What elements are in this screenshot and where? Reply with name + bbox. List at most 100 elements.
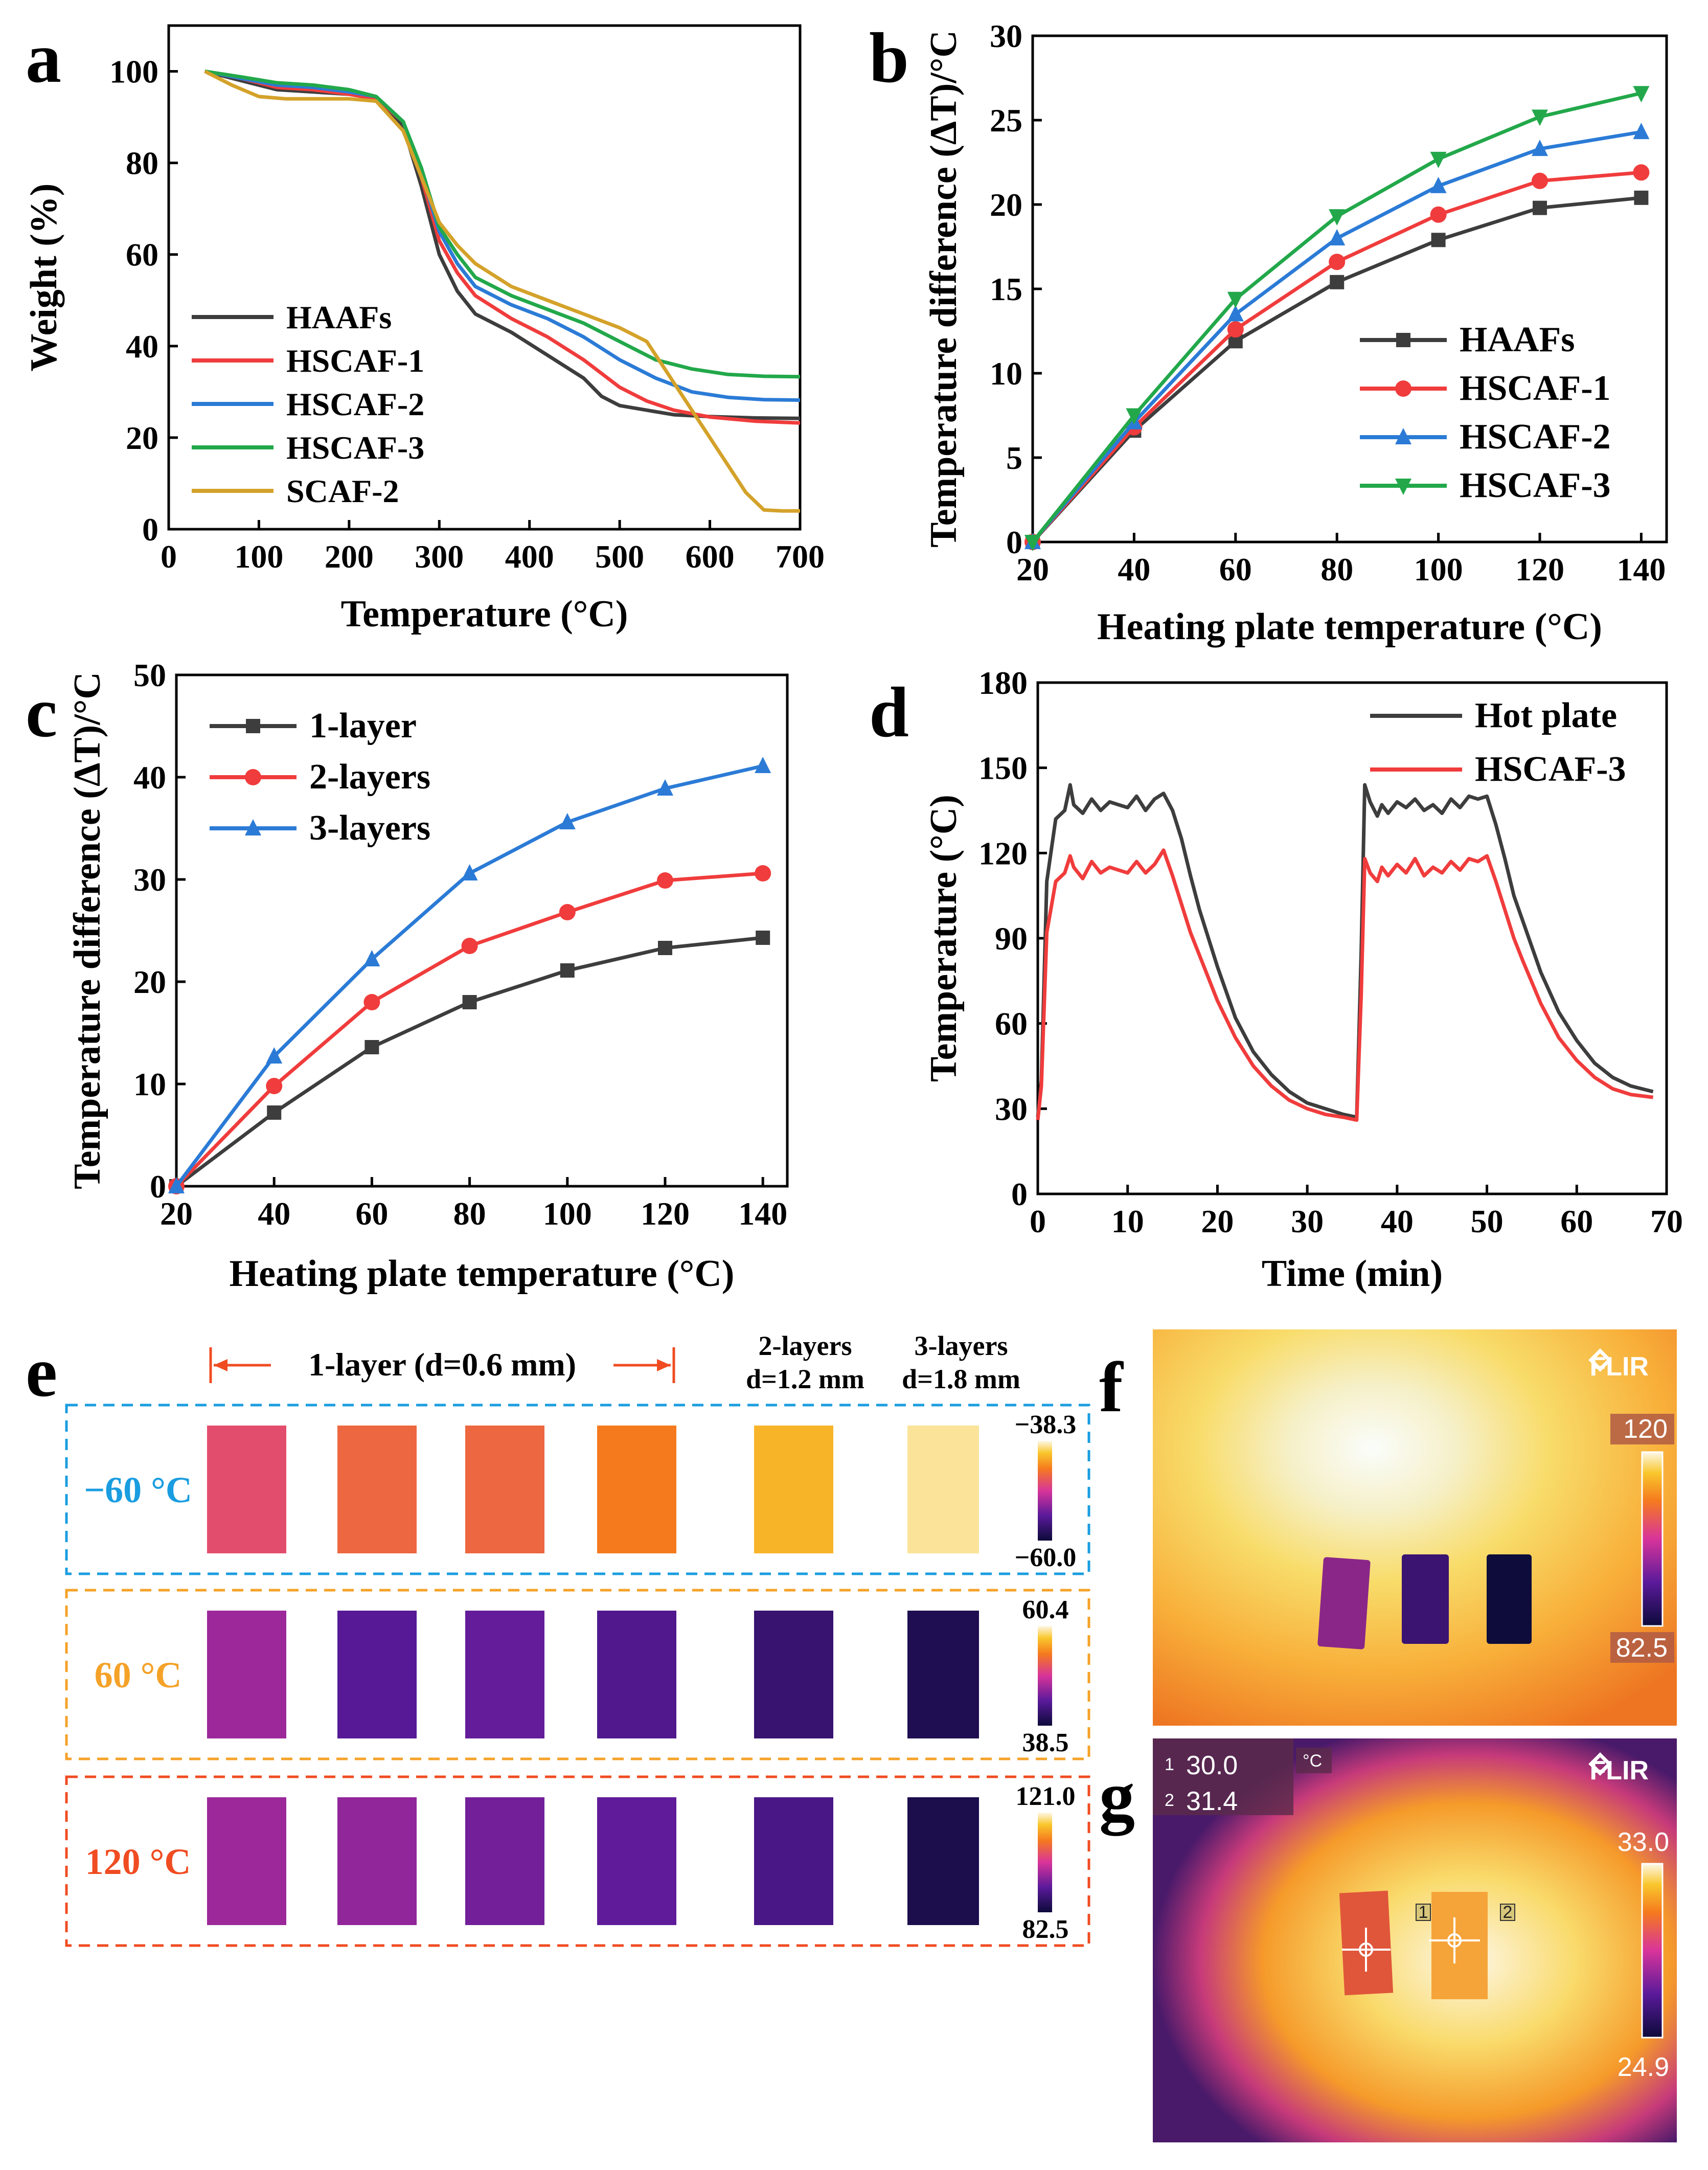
x-tick-label: 400	[505, 538, 554, 575]
e-colorbar-max: −38.3	[1015, 1410, 1077, 1439]
x-tick-label: 120	[641, 1195, 690, 1232]
e-sample-image	[207, 1797, 286, 1925]
data-point-3-layers	[168, 1177, 185, 1193]
flir-g-min: 24.9	[1618, 2052, 1669, 2082]
x-tick-label: 80	[453, 1195, 486, 1232]
y-axis-title: Weight (%)	[23, 184, 65, 372]
y-tick-label: 180	[978, 665, 1028, 701]
x-tick-label: 120	[1515, 551, 1564, 587]
flir-g-spot1-badge-label: 1	[1419, 1903, 1428, 1922]
data-point-HAAFs	[1431, 233, 1446, 247]
data-point-1-layer	[462, 995, 477, 1009]
x-tick-label: 300	[415, 538, 464, 575]
panel-g-flir-image: 1 2 1 30.0 2 31.4 °C FLIR 33.0 24.9	[1153, 1738, 1677, 2142]
e-sample-image	[207, 1611, 286, 1738]
panel-letter-e: e	[26, 1332, 57, 1412]
flir-f-sample-2	[1402, 1554, 1449, 1644]
x-axis-title: Temperature (°C)	[341, 593, 628, 635]
panel-letter-b: b	[869, 18, 909, 98]
series-line-HSCAF-3	[1036, 848, 1654, 1122]
e-sample-image	[337, 1426, 417, 1553]
data-point-HSCAF-1	[1633, 164, 1650, 181]
flir-g-spot2-value: 31.4	[1186, 1787, 1238, 1816]
layer1-header: 1-layer (d=0.6 mm)	[308, 1346, 576, 1383]
e-colorbar	[1038, 1441, 1052, 1541]
y-tick-label: 0	[1011, 1176, 1028, 1212]
x-tick-label: 100	[1414, 551, 1463, 587]
x-tick-label: 60	[1219, 551, 1252, 587]
x-tick-label: 80	[1320, 551, 1353, 587]
legend-label-1-layer: 1-layer	[309, 706, 417, 745]
legend-marker-HSCAF-2	[1395, 428, 1411, 444]
flir-g-readout-box	[1153, 1738, 1293, 1815]
data-point-2-layers	[266, 1078, 283, 1094]
y-axis-title: Temperature difference (ΔT)/°C	[923, 30, 965, 548]
y-tick-label: 0	[1006, 524, 1022, 560]
chart-b-temperature-difference: 20 40 60 80 100 120 140 0 5 10 15 20 25 30 Heating pla…	[923, 18, 1668, 648]
panel-f-flir-image: FLIR 120 82.5	[1153, 1329, 1677, 1726]
layer2-header-line2: d=1.2 mm	[746, 1364, 864, 1394]
e-colorbar-min: −60.0	[1015, 1543, 1077, 1572]
y-tick-label: 40	[126, 328, 158, 365]
panel-letter-c: c	[26, 673, 57, 752]
x-tick-label: 0	[161, 538, 177, 575]
e-colorbar-min: 82.5	[1022, 1915, 1069, 1944]
data-point-HSCAF-2	[1329, 229, 1346, 245]
data-point-HSCAF-2	[1532, 140, 1548, 156]
x-tick-label: 100	[543, 1195, 592, 1232]
data-point-HSCAF-3	[1430, 151, 1447, 168]
y-tick-label: 0	[142, 511, 158, 548]
y-axis-title: Temperature difference (ΔT)/°C	[66, 672, 108, 1189]
series-line-SCAF-2	[204, 70, 800, 513]
x-tick-label: 20	[160, 1195, 193, 1232]
x-tick-label: 20	[1016, 551, 1049, 587]
data-point-3-layers	[657, 779, 673, 796]
x-tick-label: 100	[234, 538, 283, 575]
e-row-temperature-label: −60 °C	[84, 1470, 192, 1510]
flir-f-max-badge	[1610, 1414, 1674, 1444]
series-line-HSCAF-1	[204, 70, 801, 425]
legend-label-HSCAF-3: HSCAF-3	[1475, 750, 1626, 789]
legend-marker-HAAFs	[1396, 333, 1410, 347]
legend-label-Hot plate: Hot plate	[1475, 696, 1617, 735]
x-tick-label: 40	[1381, 1203, 1414, 1239]
panel-e-infrared-grid: 1-layer (d=0.6 mm) 2-layers d=1.2 mm 3-l…	[65, 1330, 1090, 1947]
e-sample-image	[754, 1426, 833, 1553]
data-point-3-layers	[266, 1047, 283, 1064]
e-row-frame	[65, 1589, 1090, 1760]
x-tick-label: 40	[1118, 551, 1150, 587]
data-point-1-layer	[267, 1105, 282, 1120]
panel-letter-d: d	[869, 673, 909, 752]
y-tick-label: 20	[126, 420, 158, 456]
data-point-HSCAF-3	[1633, 86, 1650, 103]
y-tick-label: 10	[990, 355, 1022, 392]
e-sample-image	[754, 1611, 833, 1738]
y-tick-label: 20	[133, 964, 166, 1000]
series-line-HSCAF-3	[204, 70, 801, 379]
legend-label-HSCAF-3: HSCAF-3	[1460, 466, 1611, 505]
panel-letter-g: g	[1099, 1757, 1135, 1836]
legend-label-HAAFs: HAAFs	[1460, 320, 1575, 359]
data-point-HAAFs	[1634, 190, 1649, 205]
layer1-right-arrowhead	[657, 1359, 671, 1371]
data-point-3-layers	[755, 757, 771, 773]
e-sample-image	[597, 1797, 676, 1925]
flir-f-min-badge	[1610, 1632, 1674, 1663]
legend-label-HSCAF-1: HSCAF-1	[286, 343, 424, 379]
flir-g-logo-mark	[1588, 1752, 1612, 1776]
data-point-HAAFs	[1330, 275, 1345, 289]
flir-g-max: 33.0	[1618, 1827, 1669, 1857]
panel-letter-a: a	[26, 18, 61, 98]
e-sample-image	[907, 1426, 979, 1553]
e-sample-image	[597, 1611, 676, 1738]
x-tick-label: 40	[258, 1195, 290, 1232]
data-point-1-layer	[658, 941, 672, 955]
chart-d-cycling-temperature: 0 10 20 30 40 50 60 70 0 30 60 90 120 150 180 Time (min…	[923, 665, 1683, 1295]
data-point-2-layers	[755, 865, 771, 881]
data-point-HSCAF-3	[1532, 109, 1548, 126]
y-tick-label: 30	[995, 1091, 1028, 1127]
e-sample-image	[597, 1426, 676, 1553]
flir-f-colorbar	[1641, 1451, 1664, 1627]
legend-label-HSCAF-2: HSCAF-2	[1460, 417, 1611, 457]
legend-marker-2-layers	[245, 769, 261, 785]
